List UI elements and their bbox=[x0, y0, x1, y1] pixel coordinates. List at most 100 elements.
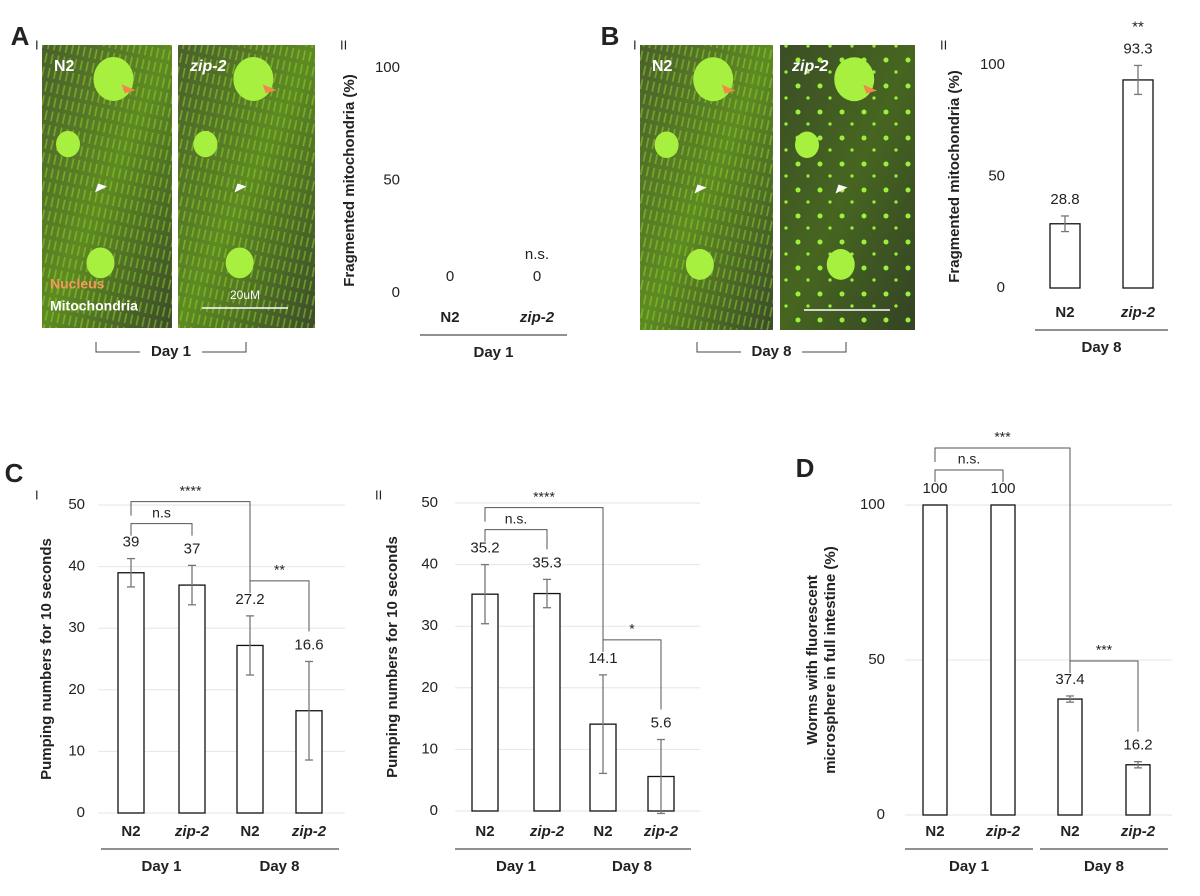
x-tick-label: N2 bbox=[1060, 823, 1079, 840]
error-bar bbox=[481, 563, 489, 625]
sublabel: II bbox=[340, 37, 347, 52]
nucleus bbox=[225, 247, 254, 279]
day-label: Day 1 bbox=[151, 343, 191, 360]
group-label: Day 8 bbox=[1084, 858, 1124, 875]
significance-bracket bbox=[249, 580, 310, 632]
bar bbox=[990, 504, 1016, 816]
image-label: N2 bbox=[54, 58, 75, 75]
x-tick-label: N2 bbox=[121, 823, 140, 840]
y-tick-label: 20 bbox=[421, 679, 438, 696]
sublabel: II bbox=[375, 487, 382, 502]
nucleus bbox=[795, 131, 819, 158]
significance: n.s bbox=[152, 504, 171, 520]
nucleus bbox=[56, 130, 80, 158]
sublabel: I bbox=[35, 37, 39, 52]
sublabel: II bbox=[940, 37, 947, 52]
nucleus bbox=[654, 131, 679, 158]
y-tick-label: 100 bbox=[980, 56, 1005, 73]
value-label: 100 bbox=[990, 480, 1015, 497]
significance: n.s. bbox=[958, 451, 981, 467]
significance: ** bbox=[274, 562, 285, 578]
day-label: Day 8 bbox=[751, 343, 791, 360]
group-label: Day 8 bbox=[612, 858, 652, 875]
bar bbox=[1049, 223, 1081, 289]
error-bar bbox=[543, 578, 551, 609]
arrow bbox=[262, 84, 277, 94]
image-label: zip-2 bbox=[791, 58, 829, 75]
y-tick-label: 30 bbox=[421, 617, 438, 634]
nucleus bbox=[93, 56, 134, 101]
y-tick-label: 50 bbox=[68, 496, 85, 513]
error-bar bbox=[1061, 215, 1069, 233]
error-bar bbox=[1134, 761, 1142, 769]
arrow bbox=[835, 184, 848, 194]
arrow bbox=[863, 84, 878, 94]
group-label: Day 8 bbox=[1081, 339, 1121, 356]
x-tick-label: zip-2 bbox=[519, 309, 555, 326]
value-label: 5.6 bbox=[651, 715, 672, 732]
value-label: 35.3 bbox=[532, 554, 561, 571]
significance: ** bbox=[1132, 18, 1144, 35]
sublabel: I bbox=[35, 487, 39, 502]
x-tick-label: zip-2 bbox=[529, 823, 565, 840]
value-label: 93.3 bbox=[1123, 40, 1152, 57]
sublabel: I bbox=[633, 37, 637, 52]
bar bbox=[178, 584, 206, 814]
x-tick-label: zip-2 bbox=[985, 823, 1021, 840]
day-bracket bbox=[95, 342, 247, 353]
y-axis-label: microsphere in full intestine (%) bbox=[822, 546, 839, 774]
day-bracket bbox=[696, 342, 847, 353]
value-label: 37 bbox=[184, 540, 201, 557]
nucleus bbox=[193, 130, 218, 158]
group-label: Day 1 bbox=[949, 858, 989, 875]
image-label: N2 bbox=[652, 58, 673, 75]
error-bar bbox=[127, 557, 135, 588]
x-tick-label: N2 bbox=[440, 309, 459, 326]
arrow bbox=[95, 183, 107, 193]
arrow bbox=[694, 184, 707, 194]
significance-bracket bbox=[484, 529, 548, 550]
significance-bracket bbox=[1069, 660, 1139, 732]
x-tick-label: zip-2 bbox=[643, 823, 679, 840]
value-label: 14.1 bbox=[588, 650, 617, 667]
y-tick-label: 50 bbox=[383, 171, 400, 188]
group-label: Day 1 bbox=[473, 344, 513, 361]
y-axis-label: Fragmented mitochondria (%) bbox=[946, 70, 963, 283]
group-label: Day 1 bbox=[141, 858, 181, 875]
scale-bar-label: 20uM bbox=[230, 288, 260, 302]
y-axis-label: Pumping numbers for 10 seconds bbox=[384, 536, 401, 778]
error-bar bbox=[657, 738, 665, 815]
x-tick-label: N2 bbox=[925, 823, 944, 840]
y-tick-label: 10 bbox=[421, 740, 438, 757]
bar bbox=[471, 593, 499, 812]
significance: n.s. bbox=[525, 246, 549, 263]
x-tick-label: zip-2 bbox=[174, 823, 210, 840]
arrow bbox=[121, 84, 136, 94]
panel-label: C bbox=[5, 458, 24, 488]
bar bbox=[1125, 764, 1151, 816]
legend-nucleus: Nucleus bbox=[50, 276, 105, 292]
y-tick-label: 10 bbox=[68, 742, 85, 759]
nucleus bbox=[826, 249, 855, 280]
y-tick-label: 40 bbox=[421, 556, 438, 573]
value-label: 0 bbox=[446, 268, 454, 285]
value-label: 37.4 bbox=[1055, 671, 1084, 688]
x-tick-label: zip-2 bbox=[1120, 304, 1156, 321]
bar bbox=[117, 572, 145, 814]
y-tick-label: 40 bbox=[68, 558, 85, 575]
y-tick-label: 50 bbox=[868, 651, 885, 668]
nucleus bbox=[685, 249, 714, 280]
y-tick-label: 0 bbox=[77, 804, 85, 821]
value-label: 35.2 bbox=[470, 540, 499, 557]
value-label: 0 bbox=[533, 268, 541, 285]
value-label: 28.8 bbox=[1050, 191, 1079, 208]
y-tick-label: 100 bbox=[375, 59, 400, 76]
nucleus bbox=[86, 247, 115, 279]
value-label: 100 bbox=[922, 480, 947, 497]
error-bar bbox=[246, 615, 254, 676]
y-tick-label: 20 bbox=[68, 681, 85, 698]
panel-label: D bbox=[796, 453, 815, 483]
bar bbox=[533, 592, 561, 812]
image-label: zip-2 bbox=[189, 58, 227, 75]
